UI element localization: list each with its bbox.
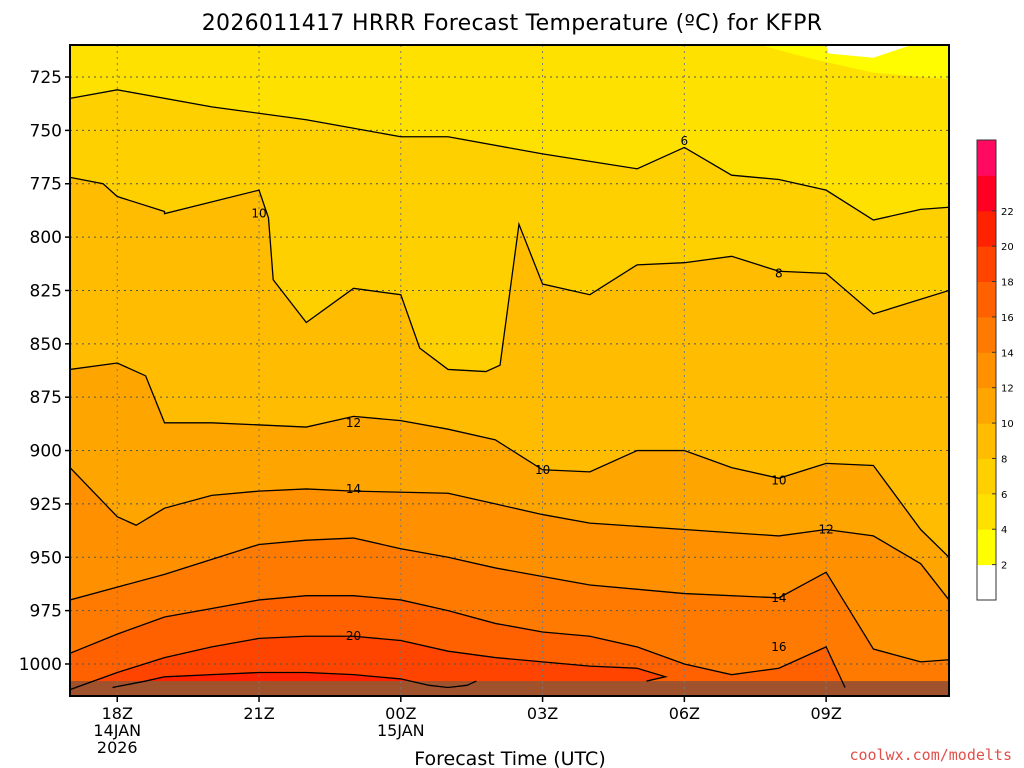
y-tick-label: 825 <box>30 281 62 301</box>
colorbar-label: 16 <box>1001 313 1014 324</box>
colorbar-label: 22 <box>1001 207 1014 218</box>
contour-14 <box>70 537 949 663</box>
x-tick-label: 03Z <box>527 704 558 723</box>
plot-frame <box>69 44 950 697</box>
colorbar-swatch <box>977 529 996 566</box>
y-tick-label: 800 <box>30 228 62 248</box>
contour-label: 20 <box>346 629 361 643</box>
colorbar-frame <box>976 139 997 601</box>
y-tick-label: 950 <box>30 548 62 568</box>
x-tick-label: 09Z <box>810 704 841 723</box>
contour-6 <box>70 89 949 221</box>
contour-label: 12 <box>818 523 833 537</box>
y-tick-label: 850 <box>30 335 62 355</box>
colorbar-swatch <box>977 140 996 176</box>
colorbar-swatch <box>977 387 996 424</box>
contour-18 <box>70 635 669 691</box>
x-axis-title: Forecast Time (UTC) <box>414 748 605 768</box>
colorbar-swatch <box>977 281 996 318</box>
colorbar-swatch <box>977 493 996 530</box>
contour-8 <box>70 176 949 373</box>
y-tick-label: 725 <box>30 68 62 88</box>
contour-label: 10 <box>535 463 550 477</box>
ground-terrain <box>70 681 949 696</box>
x-tick-label: 2026 <box>97 738 138 757</box>
y-tick-label: 750 <box>30 121 62 141</box>
chart-title: 2026011417 HRRR Forecast Temperature (ºC… <box>202 11 823 36</box>
x-tick-label: 14JAN <box>93 721 141 740</box>
y-tick-label: 775 <box>30 175 62 195</box>
colorbar-label: 6 <box>1001 490 1007 501</box>
y-tick-label: 1000 <box>19 655 62 675</box>
y-tick-label: 875 <box>30 388 62 408</box>
y-tick-label: 925 <box>30 495 62 515</box>
ground-strip <box>70 681 949 696</box>
contour-12 <box>70 467 949 601</box>
contour-20 <box>112 671 477 689</box>
contour-labels: 6 8 10 10 10 12 12 14 14 16 20 <box>251 134 833 654</box>
colorbar-swatch <box>977 175 996 212</box>
contour-lines <box>70 89 949 691</box>
contour-16 <box>70 595 846 688</box>
colorbar-label: 8 <box>1001 454 1007 465</box>
colorbar-label: 12 <box>1001 384 1014 395</box>
contour-label: 14 <box>346 482 361 496</box>
colorbar-label: 10 <box>1001 419 1014 430</box>
colorbar-label: 2 <box>1001 561 1007 572</box>
contour-label: 6 <box>681 134 689 148</box>
contour-label: 10 <box>771 473 786 487</box>
colorbar-swatch <box>977 423 996 459</box>
contour-10 <box>70 362 949 558</box>
x-tick-label: 18Z <box>102 704 133 723</box>
colorbar: 2 4 6 8 10 12 14 16 18 20 22 <box>976 139 1014 601</box>
contour-label: 16 <box>771 640 786 654</box>
colorbar-swatch <box>977 458 996 495</box>
y-tick-label: 900 <box>30 442 62 462</box>
colorbar-label: 18 <box>1001 278 1014 289</box>
x-tick-label: 06Z <box>669 704 700 723</box>
watermark: coolwx.com/modelts <box>849 746 1012 764</box>
contour-label: 8 <box>775 266 783 280</box>
contour-label: 10 <box>251 207 266 221</box>
colorbar-swatch <box>977 246 996 283</box>
colorbar-swatch <box>977 352 996 389</box>
colorbar-label: 14 <box>1001 348 1014 359</box>
x-tick-label: 15JAN <box>377 721 425 740</box>
colorbar-label: 4 <box>1001 525 1007 536</box>
contour-label: 12 <box>346 416 361 430</box>
contour-label: 14 <box>771 591 786 605</box>
colorbar-swatch <box>977 316 996 353</box>
band-below-2-top <box>826 45 912 58</box>
x-tick-label: 21Z <box>243 704 274 723</box>
temperature-fill-bands <box>70 45 949 696</box>
colorbar-swatch <box>977 564 996 601</box>
x-tick-label: 00Z <box>385 704 416 723</box>
y-tick-label: 975 <box>30 602 62 622</box>
colorbar-swatch <box>977 210 996 247</box>
band-2-4 <box>759 45 949 80</box>
colorbar-label: 20 <box>1001 242 1014 253</box>
y-axis: 725 750 775 800 825 850 875 900 925 950 975 1000 <box>19 68 70 675</box>
